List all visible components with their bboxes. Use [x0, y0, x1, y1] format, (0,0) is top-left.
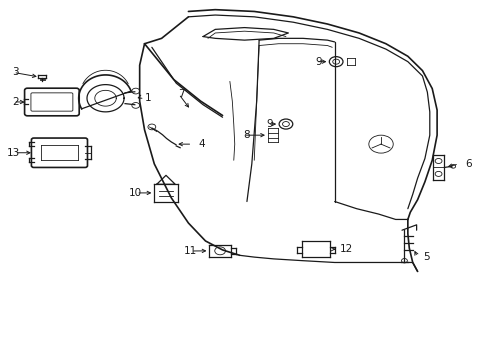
Text: 11: 11	[183, 246, 196, 256]
Text: 8: 8	[242, 130, 249, 140]
Text: 7: 7	[178, 89, 184, 99]
Text: 2: 2	[13, 97, 19, 107]
Text: 9: 9	[266, 119, 273, 129]
Text: 4: 4	[198, 139, 204, 149]
Text: 9: 9	[314, 57, 321, 67]
Text: 10: 10	[129, 188, 142, 198]
Text: 6: 6	[464, 159, 470, 169]
Text: 1: 1	[145, 93, 151, 103]
Text: 3: 3	[13, 67, 19, 77]
Text: 13: 13	[7, 148, 20, 158]
Text: 5: 5	[423, 252, 429, 262]
Text: 12: 12	[339, 244, 353, 254]
